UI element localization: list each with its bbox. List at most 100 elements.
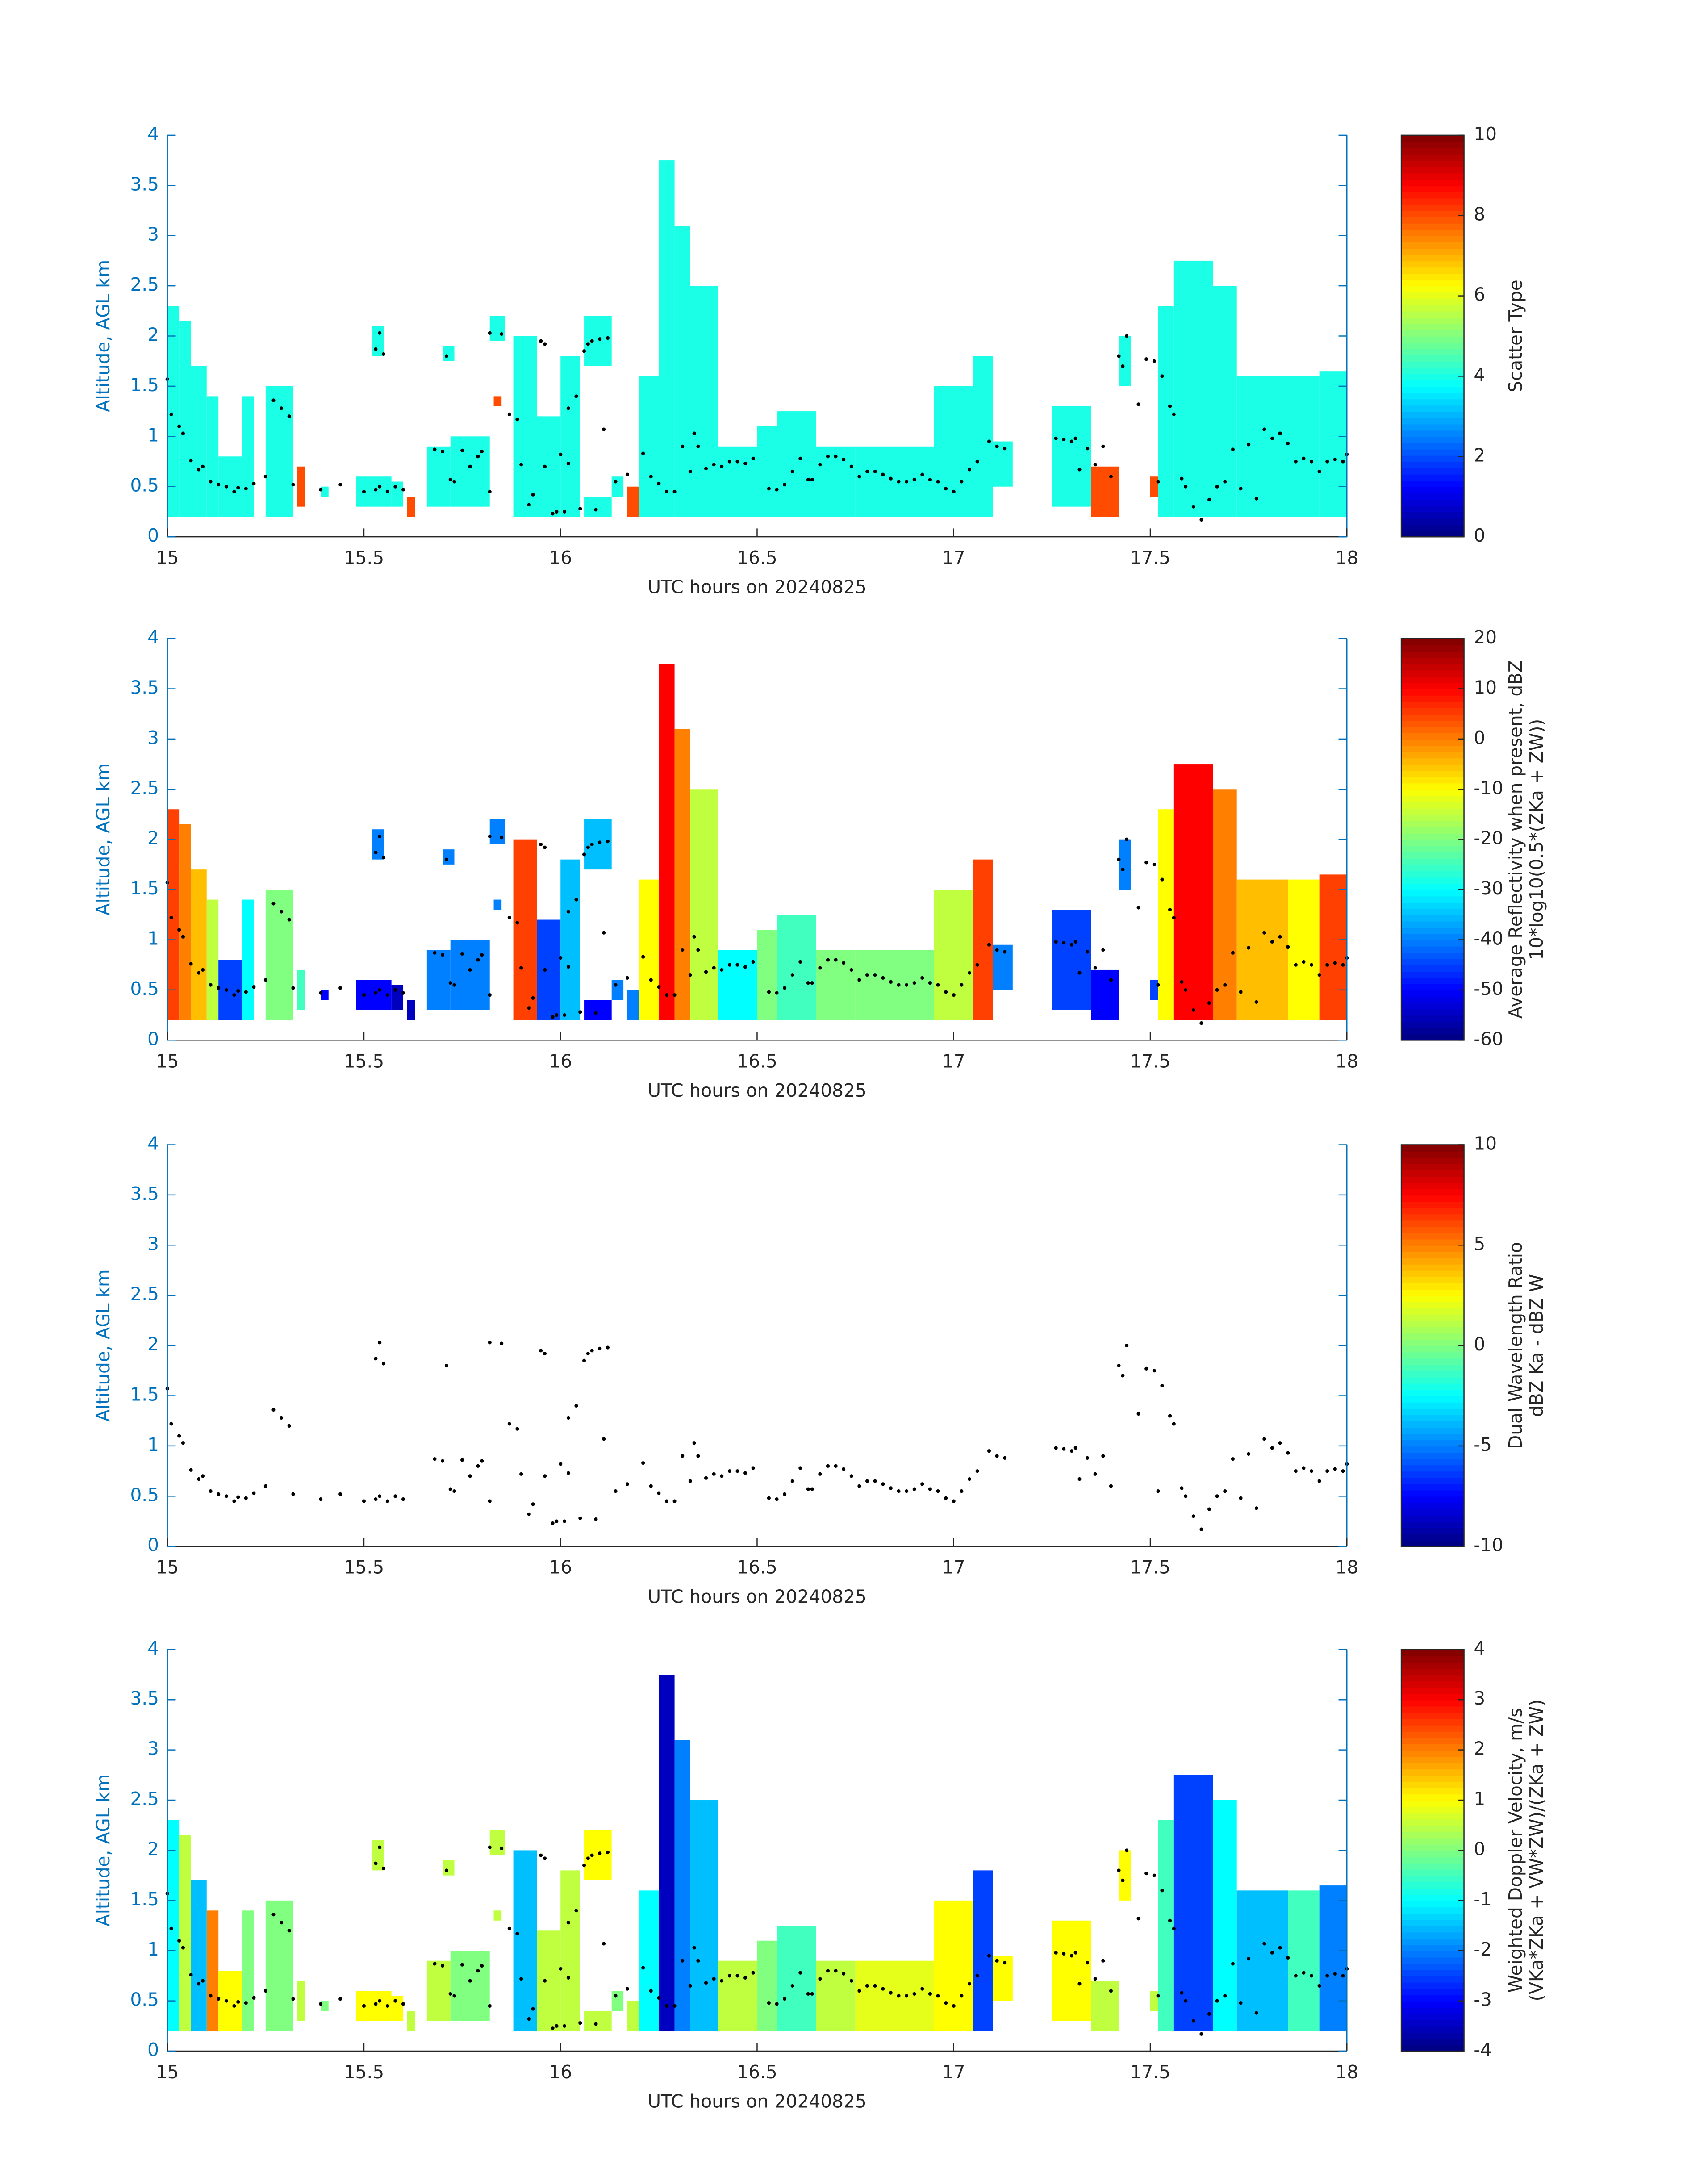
colorbar-step <box>1401 1768 1464 1776</box>
x-tick-label: 15 <box>156 1557 179 1578</box>
marker <box>905 480 909 484</box>
marker <box>1101 1959 1105 1963</box>
marker <box>433 447 437 451</box>
marker <box>441 1964 445 1968</box>
echo-cell <box>493 396 502 406</box>
marker <box>181 431 185 435</box>
marker <box>551 1521 555 1525</box>
marker <box>338 986 342 990</box>
y-tick-label: 1 <box>147 1434 159 1455</box>
colorbar-step <box>1401 355 1464 362</box>
y-tick-label: 4 <box>147 1132 159 1154</box>
marker <box>1247 443 1251 447</box>
marker <box>960 1489 964 1493</box>
y-tick-label: 2.5 <box>130 274 159 295</box>
colorbar-step <box>1401 877 1464 884</box>
marker <box>385 489 389 494</box>
marker <box>1294 1974 1298 1978</box>
y-tick-label: 2 <box>147 1333 159 1355</box>
marker <box>743 461 748 466</box>
marker <box>448 1487 452 1491</box>
panel: 15 15.5 16 16.5 17 17.5 18 0 0.5 1 1.5 2 2.5 3 3.5 4 UTC… <box>92 123 1526 598</box>
marker <box>500 836 504 840</box>
colorbar-step <box>1401 1957 1464 1964</box>
marker <box>1125 1848 1129 1852</box>
marker <box>559 1967 563 1971</box>
colorbar-step <box>1401 764 1464 771</box>
colorbar-step <box>1401 902 1464 909</box>
marker <box>944 487 948 491</box>
colorbar-step <box>1401 286 1464 293</box>
colorbar-step <box>1401 845 1464 853</box>
marker <box>1101 444 1105 448</box>
marker <box>177 928 181 932</box>
marker <box>696 1959 700 1963</box>
marker <box>507 915 511 920</box>
marker <box>672 2004 677 2008</box>
echo-cell <box>639 376 659 517</box>
echo-cell <box>560 356 580 517</box>
marker <box>975 1974 979 1978</box>
marker <box>1156 983 1160 987</box>
marker <box>519 1472 523 1476</box>
colorbar-step <box>1401 915 1464 922</box>
echo-cell <box>242 1910 254 2031</box>
marker <box>543 968 547 972</box>
echo-cell <box>1150 1991 1158 2011</box>
colorbar-step <box>1401 1913 1464 1920</box>
colorbar-label: (VKa*ZKa + VW*ZW)/(ZKa + ZW) <box>1526 1699 1547 2002</box>
marker <box>727 460 731 464</box>
marker <box>806 477 810 482</box>
marker <box>1093 1472 1097 1476</box>
marker <box>200 1474 205 1478</box>
y-tick-label: 4 <box>147 627 159 648</box>
marker <box>657 1491 661 1495</box>
marker <box>1086 447 1090 451</box>
echo-cell <box>407 1000 415 1020</box>
echo-cell <box>191 1880 207 2031</box>
marker <box>177 1939 181 1943</box>
marker <box>527 1512 531 1516</box>
colorbar-tick-label: -2 <box>1474 1939 1491 1960</box>
colorbar-step <box>1401 1819 1464 1826</box>
marker <box>857 475 861 479</box>
marker <box>1121 1878 1125 1882</box>
colorbar-step <box>1401 323 1464 330</box>
marker <box>1054 940 1058 944</box>
marker <box>1117 1364 1121 1368</box>
colorbar-step <box>1401 852 1464 859</box>
marker <box>1172 1422 1176 1426</box>
echo-cell <box>757 1940 777 2031</box>
echo-cell <box>1158 306 1174 517</box>
marker <box>586 1856 590 1860</box>
marker <box>1069 439 1073 443</box>
marker <box>743 965 748 969</box>
colorbar-step <box>1401 486 1464 494</box>
marker <box>1073 1951 1077 1955</box>
colorbar-tick-label: 2 <box>1474 1738 1485 1759</box>
colorbar-step <box>1401 1963 1464 1970</box>
marker <box>960 1994 964 1998</box>
marker <box>448 981 452 985</box>
marker <box>912 1487 916 1491</box>
marker <box>1199 2032 1203 2036</box>
marker <box>1136 1917 1140 1921</box>
colorbar-frame <box>1400 134 1465 538</box>
marker <box>692 431 696 435</box>
marker <box>849 1979 853 1983</box>
marker <box>625 976 629 980</box>
colorbar-step <box>1401 1844 1464 1851</box>
marker <box>735 963 739 967</box>
colorbar-step <box>1401 1932 1464 1939</box>
marker <box>555 1013 559 1017</box>
marker <box>401 991 405 995</box>
y-axis-label: Altitude, AGL km <box>92 1774 114 1926</box>
marker <box>657 1996 661 2000</box>
y-tick-label: 2.5 <box>130 1283 159 1305</box>
marker <box>1062 941 1066 945</box>
marker <box>594 508 598 512</box>
marker <box>696 1454 700 1458</box>
marker <box>393 988 397 992</box>
echo-cell <box>718 446 757 517</box>
colorbar-step <box>1401 2001 1464 2008</box>
